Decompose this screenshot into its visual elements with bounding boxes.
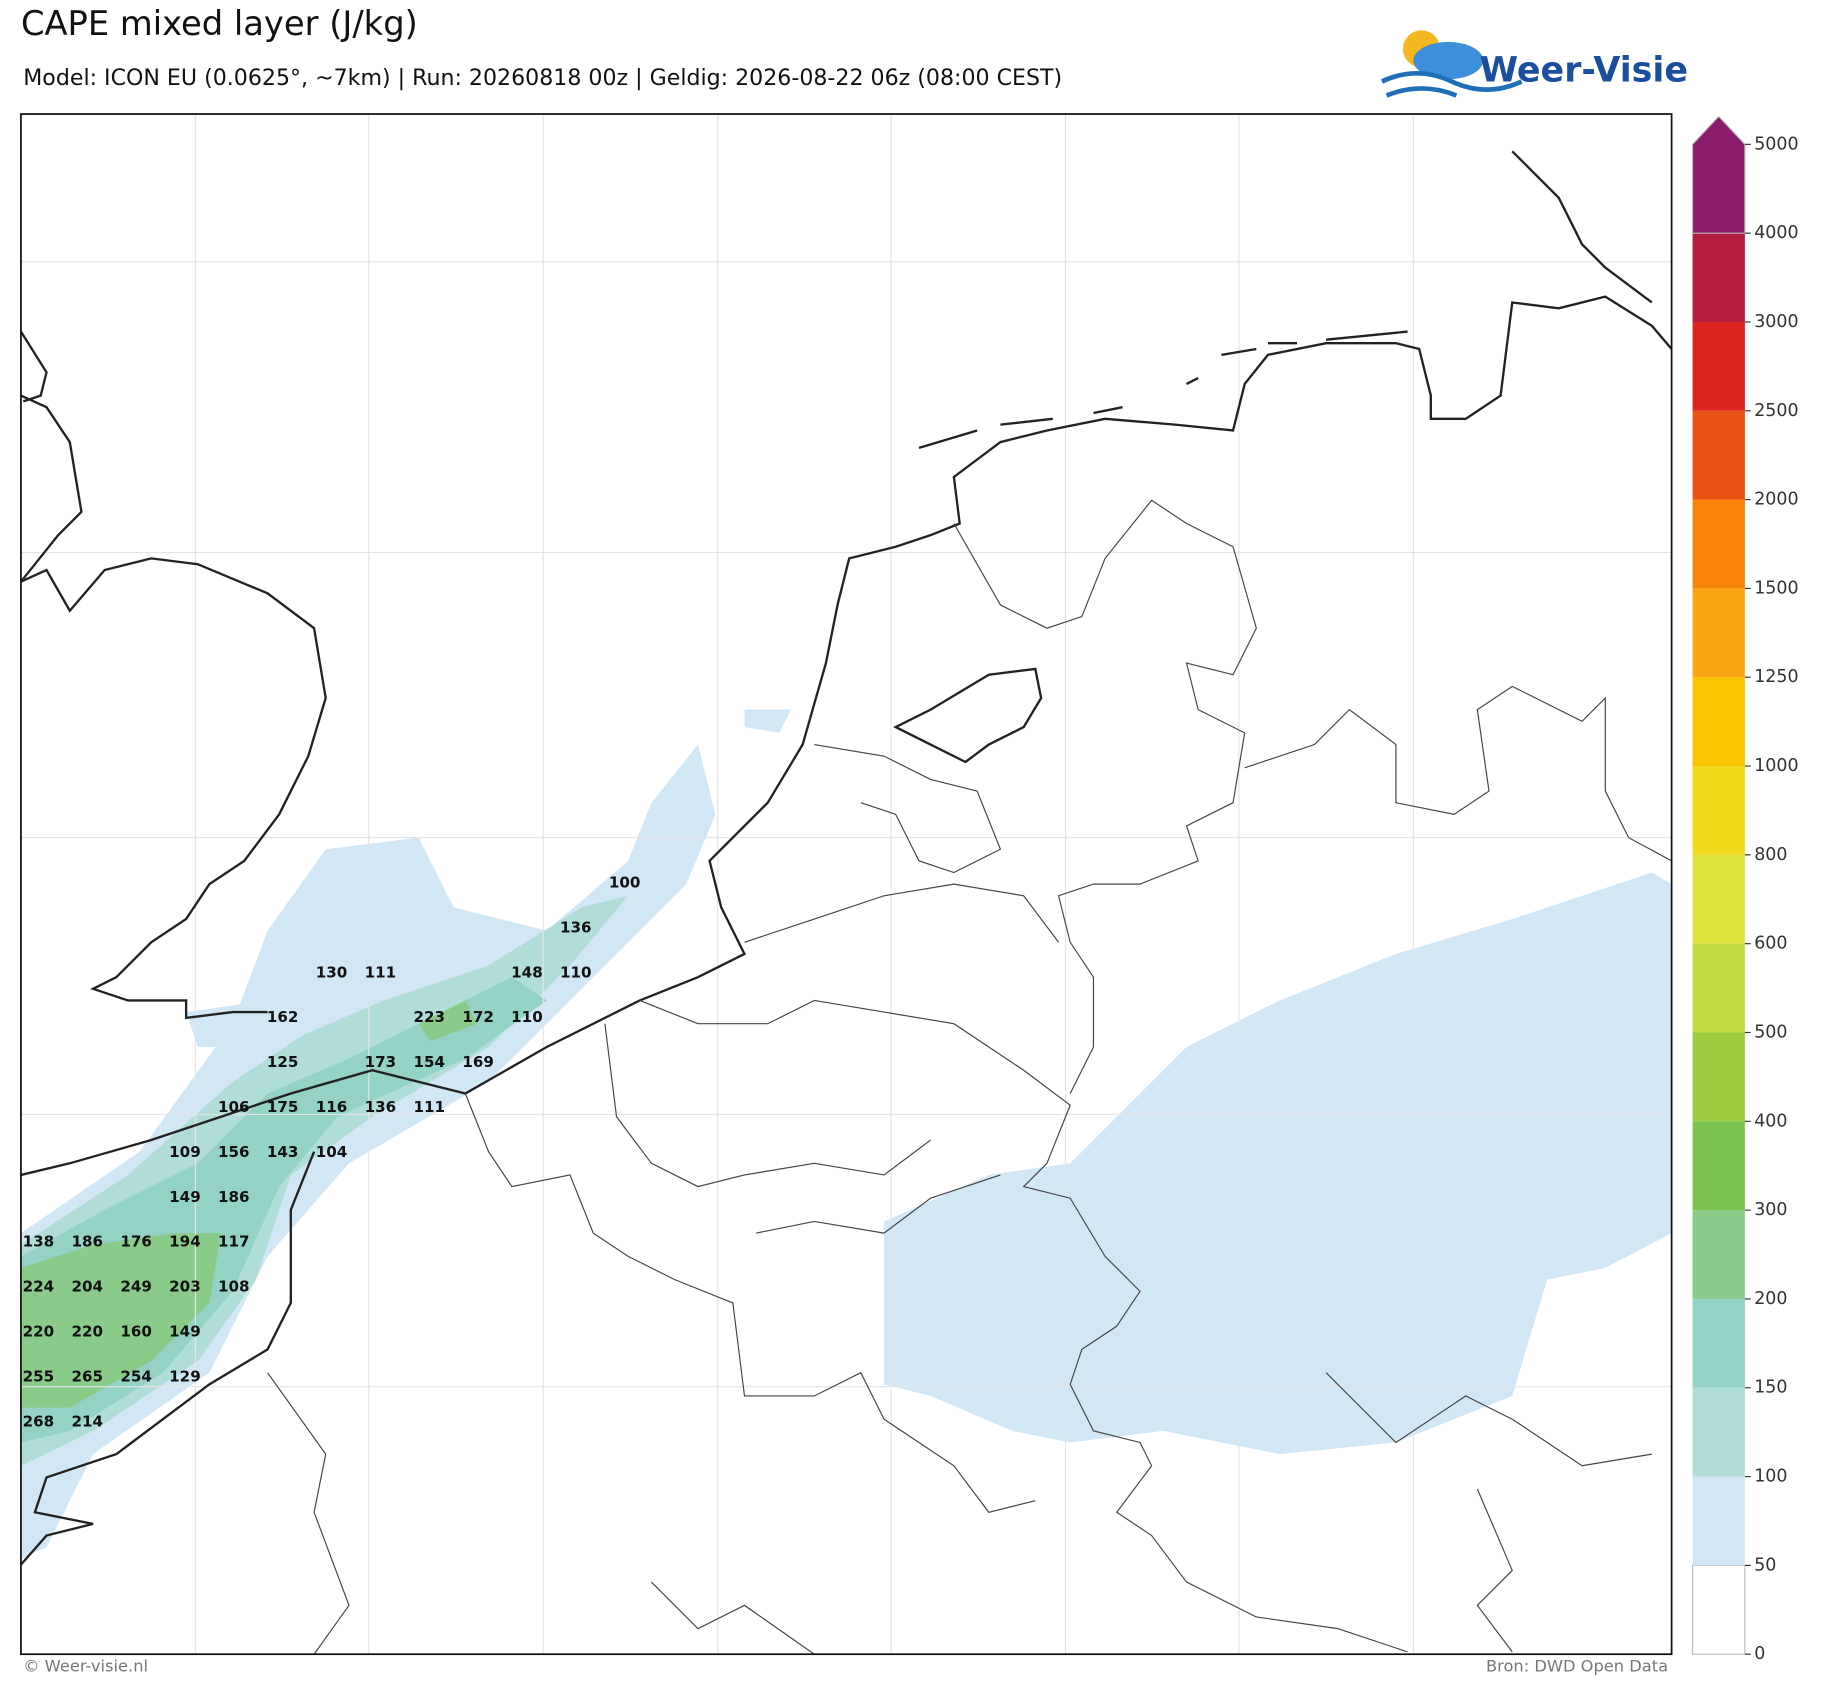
cape-value: 176 (120, 1233, 152, 1251)
colorbar-tick-label: 5000 (1754, 134, 1798, 154)
footer-left: © Weer-visie.nl (23, 1657, 148, 1676)
colorbar-tick-label: 1000 (1754, 756, 1798, 776)
cape-value: 129 (169, 1367, 201, 1385)
cape-value: 162 (267, 1008, 299, 1026)
cape-value: 111 (413, 1098, 445, 1116)
cape-value: 175 (267, 1098, 299, 1116)
colorbar: 0 50 100 150 200 300 400 500 600 800 1000 1250 1500 2… (1691, 115, 1799, 1664)
borders (267, 499, 1672, 1655)
cape-value: 223 (413, 1008, 445, 1026)
colorbar-tick-label: 100 (1754, 1467, 1787, 1487)
colorbar-band (1692, 321, 1745, 411)
colorbar-tick-label: 500 (1754, 1022, 1787, 1042)
cape-value: 143 (267, 1143, 299, 1161)
cape-value: 110 (511, 1008, 543, 1026)
logo-text: Weer-Visie (1480, 50, 1688, 90)
colorbar-band (1692, 499, 1745, 589)
cape-value: 204 (71, 1278, 103, 1296)
colorbar-tick-label: 3000 (1754, 312, 1798, 332)
colorbar-band (1692, 1121, 1745, 1211)
cape-value: 138 (23, 1233, 55, 1251)
colorbar-tick-label: 800 (1754, 845, 1787, 865)
graticule (20, 114, 1672, 1655)
cape-value: 169 (462, 1053, 494, 1071)
cape-value: 265 (71, 1367, 103, 1385)
cape-value: 220 (23, 1322, 55, 1340)
cape-value: 125 (267, 1053, 299, 1071)
colorbar-band (1692, 233, 1745, 322)
cape-value: 203 (169, 1278, 201, 1296)
colorbar-band (1692, 1387, 1745, 1477)
cape-value: 254 (120, 1367, 152, 1385)
cape-value: 249 (120, 1278, 152, 1296)
cape-value: 130 (316, 963, 348, 981)
cape-value: 156 (218, 1143, 250, 1161)
colorbar-tick-label: 4000 (1754, 223, 1798, 243)
cape-value: 148 (511, 963, 543, 981)
cape-value: 149 (169, 1188, 201, 1206)
colorbar-band (1692, 410, 1745, 500)
colorbar-tick-label: 1500 (1754, 578, 1798, 598)
cape-labels: 100 136 130 111 148 110 162 223 172 110 125 173 154 1… (23, 873, 641, 1430)
colorbar-tick-label: 50 (1754, 1555, 1776, 1575)
colorbar-tick-label: 300 (1754, 1200, 1787, 1220)
colorbar-band (1692, 1298, 1745, 1388)
cape-value: 136 (365, 1098, 397, 1116)
coastlines (19, 150, 1673, 1566)
colorbar-band (1692, 1476, 1745, 1566)
cape-value: 194 (169, 1233, 201, 1251)
colorbar-tick-label: 2500 (1754, 401, 1798, 421)
colorbar-tick-label: 600 (1754, 934, 1787, 954)
cape-value: 116 (316, 1098, 348, 1116)
cape-value: 104 (316, 1143, 348, 1161)
colorbar-tick-label: 2000 (1754, 490, 1798, 510)
cape-value: 173 (365, 1053, 397, 1071)
cape-value: 117 (218, 1233, 250, 1251)
cape-value: 106 (218, 1098, 250, 1116)
colorbar-band (1692, 1032, 1745, 1122)
cape-value: 186 (71, 1233, 103, 1251)
colorbar-band (1692, 943, 1745, 1033)
cape-value: 160 (120, 1322, 152, 1340)
cape-value: 154 (413, 1053, 445, 1071)
cape-value: 108 (218, 1278, 250, 1296)
footer-right: Bron: DWD Open Data (1486, 1657, 1668, 1676)
colorbar-band (1692, 1210, 1745, 1299)
title: CAPE mixed layer (J/kg) (21, 4, 418, 43)
cape-value: 268 (23, 1412, 55, 1430)
colorbar-arrow (1691, 115, 1746, 234)
colorbar-tick-label: 200 (1754, 1289, 1787, 1309)
cape-value: 224 (23, 1278, 55, 1296)
colorbar-tick-label: 0 (1754, 1644, 1765, 1664)
cape-value: 100 (609, 873, 641, 891)
cape-value: 149 (169, 1322, 201, 1340)
colorbar-band (1692, 588, 1745, 678)
colorbar-band (1691, 1564, 1746, 1655)
cape-value: 172 (462, 1008, 494, 1026)
cape-value: 136 (560, 918, 592, 936)
colorbar-tick-label: 150 (1754, 1378, 1787, 1398)
cape-value: 186 (218, 1188, 250, 1206)
colorbar-band (1692, 766, 1745, 855)
cape-value: 220 (71, 1322, 103, 1340)
cape-value: 214 (71, 1412, 103, 1430)
colorbar-band (1692, 854, 1745, 944)
colorbar-tick-label: 400 (1754, 1111, 1787, 1131)
logo: Weer-Visie (1380, 30, 1688, 98)
cape-value: 110 (560, 963, 592, 981)
cape-value: 255 (23, 1367, 55, 1385)
colorbar-tick-label: 1250 (1754, 667, 1798, 687)
cape-value: 111 (365, 963, 397, 981)
map: 100 136 130 111 148 110 162 223 172 110 125 173 154 1… (19, 113, 1673, 1656)
cape-value: 109 (169, 1143, 201, 1161)
subtitle: Model: ICON EU (0.0625°, ~7km) | Run: 20… (23, 65, 1062, 91)
colorbar-band (1692, 677, 1745, 767)
